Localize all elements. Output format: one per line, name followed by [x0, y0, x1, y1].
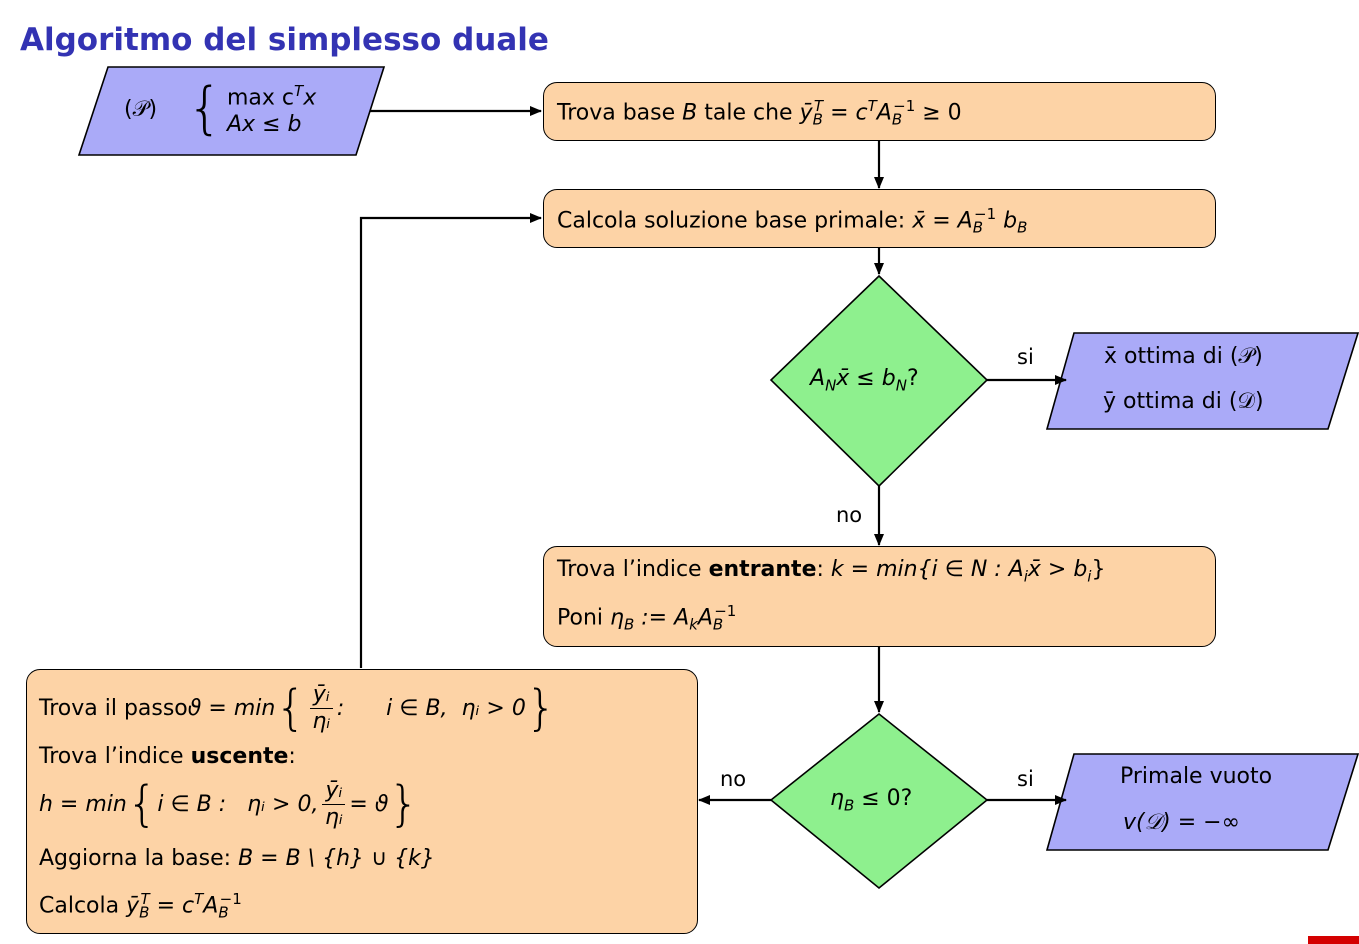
box1-text: Trova base B tale che ȳBT = cTAB−1 ≥ 0: [557, 97, 962, 129]
box4-fraction-2: ȳᵢ ηᵢ: [322, 778, 346, 831]
input-row1: max cTx: [227, 82, 317, 111]
process-box-entering-index: Trova l’indice entrante: k = min{i ∈ N :…: [543, 546, 1216, 647]
decision-diamond-eta: [769, 712, 989, 890]
process-box-primal-solution: Calcola soluzione base primale: x̄ = AB−…: [543, 189, 1216, 248]
label-no-2: no: [720, 767, 747, 791]
slide-corner-marker: [1308, 936, 1359, 944]
process-box-leaving-index: Trova il passo ϑ = min { ȳᵢ ηᵢ : i ∈ B, η…: [26, 669, 698, 934]
diamond2-condition: ηB ≤ 0?: [830, 786, 913, 815]
problem-p-label: (𝒫): [124, 97, 158, 122]
box4-line4: Aggiorna la base: B = B \ {h} ∪ {k}: [39, 846, 435, 871]
process-box-find-base: Trova base B tale che ȳBT = cTAB−1 ≥ 0: [543, 82, 1216, 141]
label-si-1: si: [1017, 345, 1034, 369]
input-problem-label: (𝒫): [124, 97, 157, 122]
input-brace: {: [187, 76, 223, 141]
box4-line1: Trova il passo ϑ = min { ȳᵢ ηᵢ : i ∈ B, η…: [39, 680, 557, 736]
output2-line2: v(𝒟) = −∞: [1123, 810, 1240, 835]
arrow-box4-loop-to-box2: [359, 213, 542, 668]
box4-line2: Trova l’indice uscente:: [39, 744, 296, 769]
box4-fraction-1: ȳᵢ ηᵢ: [309, 682, 333, 735]
box3-line1: Trova l’indice entrante: k = min{i ∈ N :…: [557, 557, 1106, 586]
output1-line1: x̄ ottima di (𝒫): [1104, 344, 1263, 369]
box2-text: Calcola soluzione base primale: x̄ = AB−…: [557, 205, 1028, 237]
diamond1-condition: ANx̄ ≤ bN?: [810, 366, 919, 395]
box3-line2: Poni ηB := AkAB−1: [557, 602, 737, 634]
box4-line5: Calcola ȳBT = cTAB−1: [39, 890, 242, 922]
input-row2: Ax ≤ b: [227, 112, 302, 137]
output1-line2: ȳ ottima di (𝒟): [1103, 389, 1264, 414]
page-title: Algoritmo del simplesso duale: [20, 22, 549, 58]
output-parallelogram-empty: [1045, 753, 1359, 851]
box4-line3: h = min { i ∈ B : ηᵢ > 0, ȳᵢ ηᵢ = ϑ }: [39, 776, 419, 832]
input-parallelogram: [77, 66, 386, 156]
output2-line1: Primale vuoto: [1120, 764, 1273, 789]
label-no-1: no: [836, 503, 863, 527]
output-parallelogram-optimal: [1045, 332, 1359, 430]
label-si-2: si: [1017, 767, 1034, 791]
